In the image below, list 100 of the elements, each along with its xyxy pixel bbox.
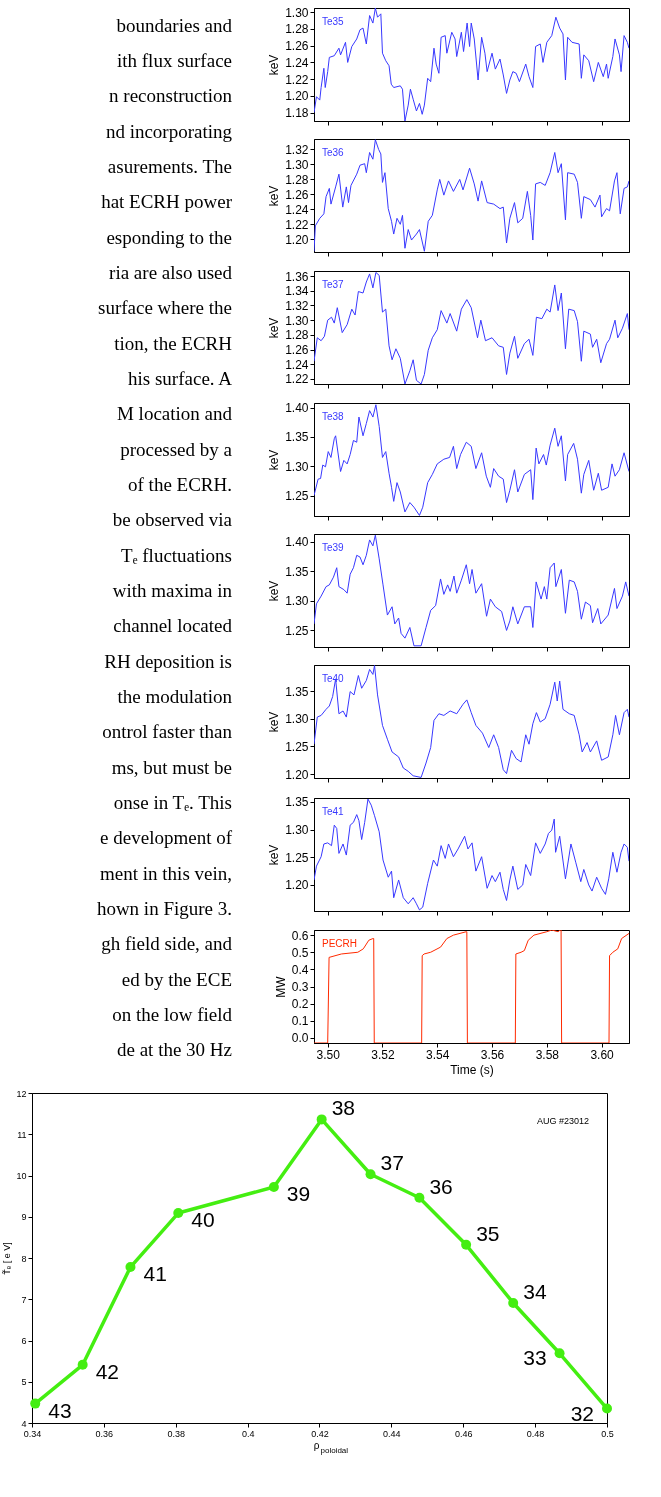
annotation: 32 — [570, 1401, 594, 1425]
x-tick-label: 0.42 — [311, 1428, 329, 1439]
x-tick-label: 3.56 — [480, 1047, 505, 1062]
y-tick-label: 9 — [21, 1212, 27, 1223]
y-tick-label: 1.35 — [285, 684, 309, 699]
line-series — [314, 534, 629, 647]
x-tick-label: 3.54 — [426, 1047, 450, 1062]
y-tick-label: 0.2 — [291, 997, 309, 1012]
y-tick-label: 6 — [21, 1336, 27, 1346]
y-tick-label: 1.20 — [285, 767, 309, 782]
x-tick-label: 0.44 — [383, 1428, 401, 1439]
text: M location and — [116, 403, 233, 425]
text: of the ECRH. — [128, 474, 232, 495]
text: ed by the ECE — [121, 968, 232, 990]
y-tick-label: 1.32 — [285, 298, 309, 313]
y-axis-title: keV — [267, 185, 282, 207]
y-axis-title: keV — [267, 844, 282, 866]
text: esponding to the — [106, 226, 232, 248]
x-tick-label: 0.48 — [526, 1428, 545, 1439]
y-tick-label: 1.22 — [285, 72, 309, 87]
line-series — [314, 271, 629, 384]
y-tick-label: 1.22 — [285, 217, 309, 232]
x-axis-title: Time (s) — [450, 1062, 494, 1077]
y-tick-label: 1.24 — [285, 202, 309, 217]
text: be observed via — [112, 509, 233, 531]
y-tick-label: 1.30 — [285, 5, 309, 20]
series-label: Te41 — [322, 806, 345, 817]
point — [77, 1359, 88, 1370]
annotation: 34 — [523, 1279, 547, 1303]
y-tick-label: 7 — [21, 1294, 27, 1305]
text: ria are also used — [109, 262, 233, 283]
y-tick-label: 1.40 — [285, 401, 309, 416]
line-series — [314, 665, 629, 778]
annotation: 36 — [429, 1174, 453, 1198]
y-tick-label: 1.30 — [285, 823, 309, 838]
y-tick-label: 1.30 — [285, 313, 309, 328]
y-tick-label: 1.35 — [285, 564, 309, 579]
x-tick-label: 0.34 — [23, 1428, 42, 1439]
x-tick-label: 0.4 — [241, 1428, 255, 1439]
y-tick-label: 0.3 — [291, 980, 309, 994]
text: hown in Figure 3. — [96, 898, 232, 919]
y-tick-label: 1.25 — [285, 739, 309, 754]
text: tion, the ECRH — [114, 332, 233, 354]
text: RH deposition is — [104, 650, 232, 672]
y-axis-title: keV — [267, 449, 282, 471]
text: processed by a — [120, 438, 233, 460]
series-label: Te37 — [322, 279, 345, 290]
y-tick-label: 1.26 — [285, 187, 309, 202]
point — [30, 1398, 41, 1409]
series-label: Te36 — [322, 147, 345, 158]
y-tick-label: 1.26 — [285, 39, 309, 54]
y-tick-label: 1.30 — [285, 459, 309, 474]
y-tick-label: 1.25 — [285, 623, 309, 638]
y-tick-label: 11 — [17, 1129, 27, 1140]
annotation: 40 — [191, 1208, 215, 1232]
point — [125, 1262, 136, 1273]
y-tick-label: 5 — [21, 1377, 27, 1388]
point — [173, 1208, 184, 1219]
x-tick-label: 3.52 — [371, 1047, 395, 1062]
y-tick-label: 1.35 — [285, 430, 309, 445]
series-label: Te38 — [322, 411, 345, 422]
point — [414, 1192, 425, 1203]
y-tick-label: 1.20 — [285, 878, 309, 893]
y-tick-label: 1.30 — [285, 157, 309, 172]
y-axis-title: keV — [267, 711, 282, 733]
x-tick-label: 0.38 — [167, 1428, 186, 1439]
annotation: 39 — [286, 1182, 311, 1206]
text: gh field side, and — [101, 933, 233, 955]
x-tick-label: 0.5 — [601, 1428, 614, 1439]
annotation: 33 — [523, 1346, 547, 1370]
text: ment in this vein, — [100, 862, 232, 884]
text: e development of — [100, 827, 233, 849]
y-tick-label: 1.25 — [285, 850, 309, 865]
text: boundaries and — [116, 14, 233, 36]
annotation: 41 — [143, 1262, 167, 1286]
y-tick-label: 1.28 — [285, 172, 309, 187]
y-tick-label: 1.20 — [285, 89, 309, 104]
point — [268, 1182, 279, 1193]
annotation: 38 — [331, 1096, 356, 1120]
series-label: Te39 — [322, 542, 345, 553]
x-tick-label: 3.50 — [316, 1047, 341, 1062]
annotation: AUG #23012 — [536, 1116, 589, 1126]
x-tick-label: 3.60 — [590, 1047, 615, 1062]
y-axis-title: MW — [273, 975, 288, 998]
y-tick-label: 1.25 — [285, 489, 309, 504]
y-tick-label: 12 — [16, 1088, 27, 1099]
y-tick-label: 1.32 — [285, 142, 309, 157]
y-tick-label: 1.26 — [285, 343, 309, 358]
text: Tₑ fluctuations — [121, 544, 232, 566]
series-label: Te40 — [322, 673, 345, 684]
y-tick-label: 0.4 — [291, 962, 309, 977]
point — [365, 1169, 376, 1180]
y-tick-label: 1.24 — [285, 55, 309, 70]
annotation: 35 — [476, 1221, 500, 1245]
y-tick-label: 10 — [16, 1171, 27, 1181]
text: ith flux surface — [116, 50, 232, 71]
y-tick-label: 0.6 — [291, 928, 309, 943]
y-axis-title: keV — [267, 317, 282, 339]
y-axis-title: keV — [267, 54, 282, 76]
point — [602, 1403, 612, 1414]
